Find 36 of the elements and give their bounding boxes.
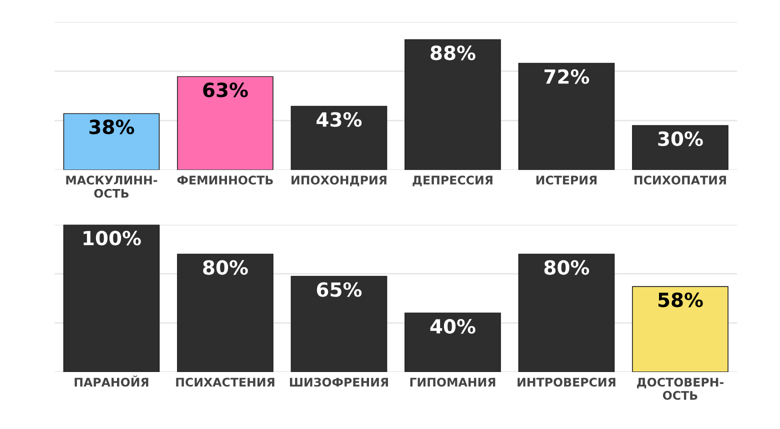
data-label: 43% bbox=[316, 112, 362, 127]
bar bbox=[290, 276, 388, 372]
data-label: 38% bbox=[90, 120, 134, 134]
bar bbox=[632, 125, 728, 170]
bar bbox=[63, 224, 160, 372]
x-tick-label: ИНТРОВЕРСИЯ bbox=[518, 378, 616, 387]
bar bbox=[518, 254, 615, 372]
bar bbox=[177, 76, 274, 170]
x-tick-label: ПСИХАСТЕНИЯ bbox=[176, 378, 274, 387]
x-tick-label: ГИПОМАНИЯ bbox=[410, 378, 496, 387]
bar bbox=[632, 286, 728, 372]
x-tick-label: ШИЗОФРЕНИЯ bbox=[290, 378, 388, 387]
x-tick-label: ДЕПРЕССИЯ bbox=[412, 176, 492, 186]
bar bbox=[404, 39, 501, 170]
data-label: 40% bbox=[430, 318, 476, 334]
data-label: 30% bbox=[658, 131, 703, 146]
x-tick-label: ДОСТОВЕРН- ОСТЬ bbox=[637, 378, 724, 400]
data-label: 80% bbox=[544, 260, 590, 275]
data-label: 80% bbox=[203, 260, 248, 275]
data-label: 100% bbox=[84, 230, 141, 246]
data-label: 65% bbox=[316, 282, 362, 297]
bar bbox=[290, 106, 388, 170]
bar bbox=[404, 312, 501, 372]
bar bbox=[63, 113, 160, 170]
x-tick-label: МАСКУЛИНН- ОСТЬ bbox=[66, 176, 158, 198]
x-tick-label: ФЕМИННОСТЬ bbox=[177, 176, 273, 185]
x-tick-label: ПАРАНОЙЯ bbox=[74, 376, 148, 387]
x-tick-label: ПСИХОПАТИЯ bbox=[634, 176, 726, 185]
bar bbox=[518, 62, 615, 170]
x-tick-label: ИСТЕРИЯ bbox=[536, 176, 597, 185]
data-label: 72% bbox=[544, 69, 590, 84]
x-tick-label: ИПОХОНДРИЯ bbox=[292, 176, 386, 186]
data-label: 63% bbox=[203, 82, 248, 98]
data-label: 58% bbox=[658, 292, 703, 308]
bar bbox=[177, 254, 274, 372]
data-label: 88% bbox=[430, 46, 476, 60]
